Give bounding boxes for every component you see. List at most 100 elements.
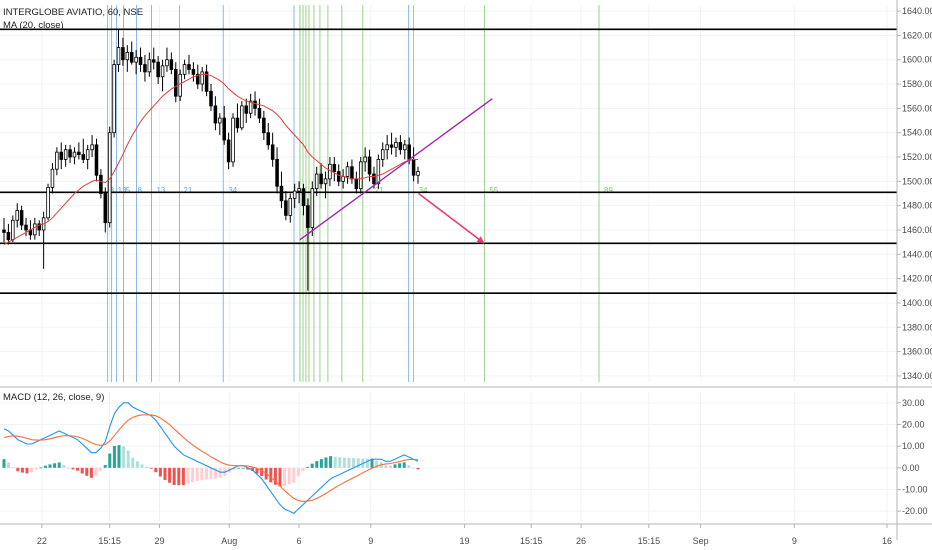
- candle-body: [99, 174, 103, 194]
- candle: [72, 147, 77, 165]
- candle: [204, 64, 209, 97]
- candle-body: [59, 151, 64, 160]
- macd-histogram-bar: [177, 467, 181, 486]
- macd-histogram-bar: [218, 467, 222, 479]
- candle: [151, 47, 156, 70]
- candle: [187, 54, 191, 75]
- candle-body: [358, 161, 363, 190]
- candle: [178, 69, 182, 102]
- macd-histogram-bar: [347, 457, 351, 468]
- macd-histogram-bar: [232, 467, 236, 470]
- candle-body: [178, 73, 182, 97]
- candle-body: [275, 159, 279, 187]
- candle-body: [403, 144, 407, 151]
- macd-histogram-bar: [191, 467, 195, 483]
- macd-histogram-bar: [365, 458, 369, 468]
- candle: [191, 62, 196, 82]
- macd-histogram-bar: [287, 467, 291, 485]
- macd-histogram-bar: [204, 467, 208, 480]
- candle: [288, 193, 293, 223]
- macd-histogram-bar: [255, 467, 259, 474]
- candle: [77, 142, 81, 160]
- candle: [138, 47, 143, 72]
- macd-histogram-bar: [145, 466, 149, 468]
- macd-histogram-bar: [278, 467, 282, 487]
- macd-histogram-bar: [85, 467, 89, 476]
- candle: [226, 132, 231, 170]
- candle: [398, 135, 403, 155]
- price-tick-label: 1620.00: [902, 30, 932, 40]
- macd-tick-label: 10.00: [902, 441, 925, 451]
- candle: [134, 49, 138, 75]
- candle: [319, 163, 323, 189]
- candle: [129, 41, 134, 65]
- candle: [112, 59, 116, 138]
- candle: [381, 142, 385, 167]
- candle-body: [297, 188, 301, 192]
- macd-histogram-bar: [149, 467, 153, 469]
- candle: [416, 166, 420, 184]
- macd-line: [3, 402, 419, 514]
- candle-body: [2, 229, 6, 233]
- candle-body: [129, 52, 134, 63]
- price-tick-label: 1440.00: [902, 249, 932, 259]
- time-tick-label: 15:15: [520, 536, 543, 546]
- price-tick-label: 1580.00: [902, 79, 932, 89]
- macd-histogram-bar: [76, 467, 80, 471]
- macd-histogram-bar: [48, 464, 52, 468]
- price-tick-label: 1340.00: [902, 371, 932, 381]
- candle-body: [411, 159, 416, 176]
- candle-body: [266, 132, 271, 146]
- macd-histogram-bar: [356, 458, 360, 468]
- macd-histogram-bar: [411, 467, 415, 469]
- macd-histogram-bar: [398, 463, 402, 468]
- candle: [310, 181, 315, 237]
- macd-histogram-bar: [315, 461, 319, 468]
- macd-histogram-bar: [131, 457, 135, 468]
- macd-histogram-bar: [16, 467, 20, 472]
- price-tick-label: 1460.00: [902, 225, 932, 235]
- time-tick-label: Aug: [221, 536, 237, 546]
- candle: [389, 132, 394, 155]
- fib-zone-green-label: 89: [604, 186, 613, 195]
- candle-body: [231, 117, 235, 163]
- candle: [125, 45, 130, 72]
- candle-body: [204, 71, 209, 92]
- fib-zone-blue-label: 21: [183, 186, 192, 195]
- ma-legend: MA (20, close): [3, 20, 64, 31]
- candle-body: [169, 59, 174, 70]
- candle-body: [244, 105, 248, 114]
- candle-body: [143, 64, 147, 73]
- time-tick-label: 15:15: [98, 536, 121, 546]
- candle: [235, 103, 240, 133]
- candle: [266, 122, 271, 150]
- candle-body: [407, 144, 411, 160]
- candle-body: [270, 144, 275, 160]
- macd-histogram-bar: [181, 467, 185, 486]
- macd-histogram-bar: [342, 457, 346, 468]
- candle: [33, 217, 37, 240]
- price-tick-label: 1560.00: [902, 103, 932, 113]
- candle-body: [248, 100, 253, 114]
- candle-body: [187, 64, 191, 70]
- macd-histogram-bar: [112, 445, 116, 468]
- candle: [297, 181, 301, 204]
- candle-body: [81, 154, 86, 160]
- candle-body: [37, 223, 41, 231]
- macd-histogram-bar: [246, 467, 250, 470]
- candle: [279, 171, 284, 209]
- macd-histogram-bar: [117, 445, 121, 468]
- candle: [270, 132, 275, 167]
- candle-body: [24, 224, 28, 231]
- candle-body: [107, 132, 112, 224]
- price-tick-label: 1420.00: [902, 274, 932, 284]
- candle-body: [200, 71, 204, 85]
- candle-body: [222, 117, 226, 141]
- candle-body: [11, 219, 15, 241]
- candle: [174, 62, 178, 103]
- macd-histogram-bar: [250, 467, 254, 471]
- candle: [222, 105, 226, 145]
- macd-histogram-bar: [319, 459, 323, 468]
- candle: [2, 217, 6, 243]
